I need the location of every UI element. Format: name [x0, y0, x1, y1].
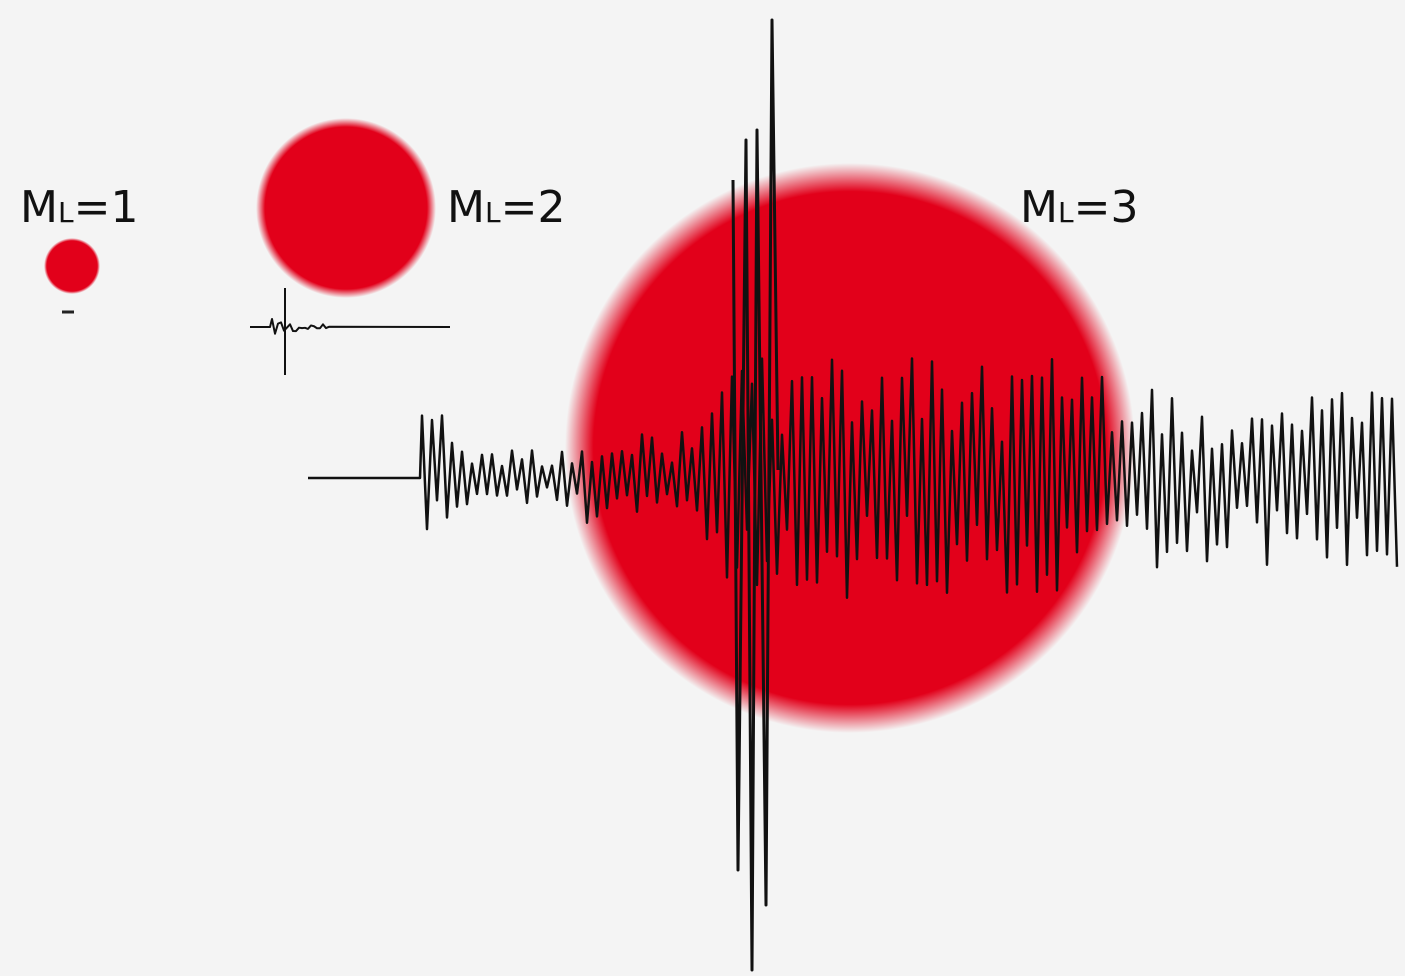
label: ML=2: [447, 182, 565, 233]
suffix: =3: [1074, 182, 1139, 233]
circle-small: [44, 238, 100, 294]
suffix: =1: [74, 182, 139, 233]
subscript: L: [58, 196, 74, 229]
circle-medium: [256, 118, 436, 298]
symbol: M: [20, 182, 58, 233]
symbol: M: [447, 182, 485, 233]
label: ML=1: [20, 182, 138, 233]
symbol: M: [1020, 182, 1058, 233]
subscript: L: [485, 196, 501, 229]
subscript: L: [1058, 196, 1074, 229]
illustration: ML=1 ML=2 ML=3: [0, 0, 1405, 976]
suffix: =2: [501, 182, 566, 233]
label: ML=3: [1020, 182, 1138, 233]
page: ML=1 ML=2 ML=3 (() => { const data = JSO…: [0, 0, 1405, 976]
